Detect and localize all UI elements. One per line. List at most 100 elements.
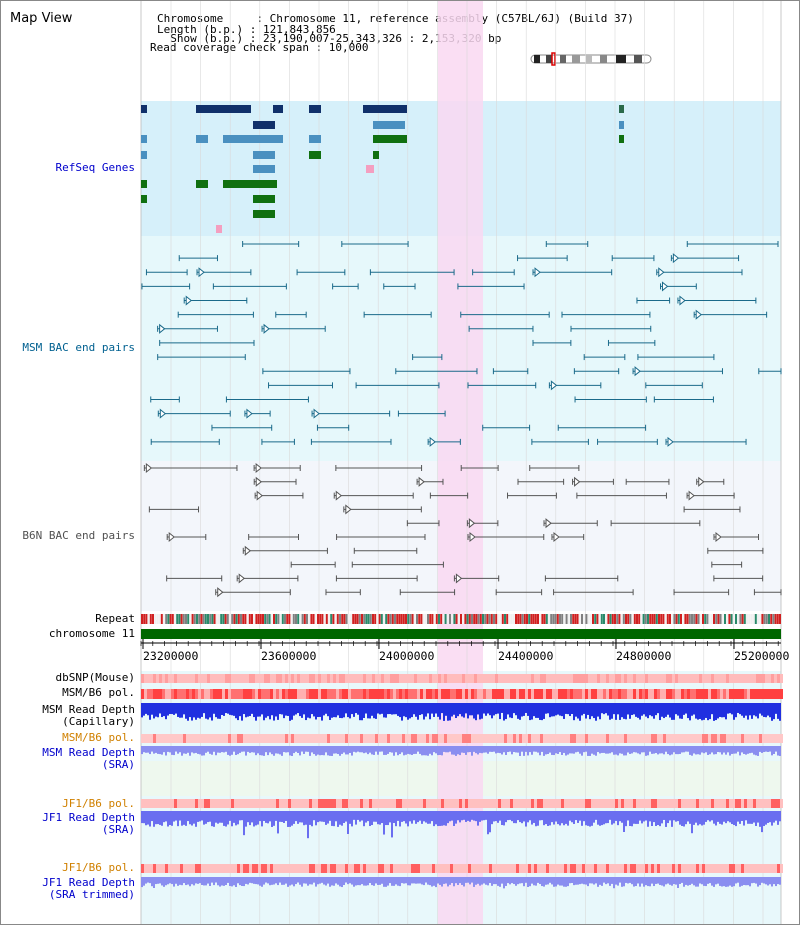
- read-depth-bar: [527, 703, 529, 716]
- heat-cell: [306, 689, 309, 699]
- read-depth-bar: [311, 703, 313, 715]
- read-depth-bar: [657, 746, 659, 755]
- heat-cell: [471, 864, 474, 873]
- read-depth-bar: [237, 703, 239, 721]
- read-depth-bar: [283, 703, 285, 719]
- heat-cell: [630, 674, 633, 683]
- heat-cell: [645, 799, 648, 808]
- heat-cell: [171, 674, 174, 683]
- read-depth-bar: [271, 877, 273, 885]
- read-depth-bar: [527, 877, 529, 887]
- read-depth-bar: [369, 877, 371, 884]
- read-depth-bar: [479, 703, 481, 720]
- read-depth-bar: [181, 877, 183, 886]
- read-depth-bar: [763, 811, 765, 827]
- heat-cell: [393, 689, 396, 699]
- read-depth-bar: [643, 877, 645, 887]
- heat-cell: [432, 689, 435, 699]
- read-depth-bar: [291, 746, 293, 756]
- read-depth-bar: [489, 703, 491, 716]
- repeat-mark: [383, 614, 385, 624]
- heat-cell: [549, 864, 552, 873]
- label-b6n-bac-end-pairs[interactable]: B6N BAC end pairs: [22, 529, 135, 542]
- read-depth-bar: [769, 703, 771, 718]
- heat-cell: [600, 674, 603, 683]
- read-depth-bar: [687, 703, 689, 719]
- read-depth-bar: [265, 703, 267, 718]
- heat-cell: [153, 799, 156, 808]
- heat-cell: [690, 864, 693, 873]
- heat-cell: [435, 799, 438, 808]
- axis-tick-label: 24800000: [616, 649, 672, 663]
- heat-cell: [654, 674, 657, 683]
- heat-cell: [762, 799, 765, 808]
- read-depth-bar: [655, 703, 657, 716]
- read-depth-bar: [771, 746, 773, 756]
- heat-cell: [555, 799, 558, 808]
- heat-cell: [684, 689, 687, 699]
- read-depth-bar: [393, 703, 395, 715]
- heat-cell: [192, 799, 195, 808]
- heat-cell: [636, 674, 639, 683]
- read-depth-bar: [525, 703, 527, 713]
- heat-cell: [237, 689, 240, 699]
- heat-cell: [669, 734, 672, 743]
- heat-cell: [405, 734, 408, 743]
- label-refseq-genes[interactable]: RefSeq Genes: [55, 161, 135, 174]
- read-depth-bar: [615, 877, 617, 885]
- read-depth-bar: [651, 877, 653, 884]
- heat-cell: [387, 864, 390, 873]
- repeat-mark: [642, 614, 645, 624]
- heat-cell: [468, 689, 471, 699]
- heat-cell: [366, 674, 369, 683]
- heat-cell: [615, 799, 618, 808]
- read-depth-bar: [757, 703, 759, 719]
- read-depth-bar: [475, 877, 477, 885]
- chromosome-ideogram[interactable]: [530, 52, 654, 66]
- heat-cell: [315, 734, 318, 743]
- read-depth-bar: [535, 746, 537, 752]
- label-repeat: Repeat: [95, 612, 135, 625]
- heat-cell: [462, 799, 465, 808]
- read-depth-bar: [321, 811, 323, 822]
- heat-cell: [243, 689, 246, 699]
- read-depth-bar: [643, 703, 645, 715]
- read-depth-bar: [731, 703, 733, 715]
- read-depth-bar: [285, 877, 287, 884]
- read-depth-bar: [169, 703, 171, 714]
- repeat-mark: [336, 614, 339, 624]
- heat-cell: [570, 799, 573, 808]
- label-msm-bac-end-pairs[interactable]: MSM BAC end pairs: [22, 341, 135, 354]
- read-depth-bar: [639, 703, 641, 720]
- read-depth-bar: [203, 703, 205, 714]
- read-depth-bar: [421, 746, 423, 756]
- heat-cell: [471, 734, 474, 743]
- read-depth-bar: [241, 877, 243, 886]
- heat-cell: [501, 674, 504, 683]
- bac-end-arrow: [661, 281, 669, 292]
- heat-cell: [606, 799, 609, 808]
- read-depth-bar: [503, 877, 505, 889]
- read-depth-bar: [509, 746, 511, 752]
- repeat-mark: [165, 614, 168, 624]
- heat-cell: [726, 799, 729, 808]
- heat-cell: [309, 799, 312, 808]
- heat-cell: [315, 674, 318, 683]
- heat-cell: [639, 799, 642, 808]
- read-depth-bar: [583, 811, 585, 822]
- read-depth-bar: [757, 811, 759, 823]
- read-depth-bar: [253, 746, 255, 753]
- read-depth-bar: [325, 877, 327, 886]
- heat-cell: [654, 864, 657, 873]
- read-depth-bar: [203, 877, 205, 886]
- heat-cell: [609, 674, 612, 683]
- heat-cell: [612, 734, 615, 743]
- read-depth-bar: [335, 746, 337, 754]
- heat-cell: [360, 734, 363, 743]
- heat-cell: [447, 799, 450, 808]
- heat-cell: [150, 689, 153, 699]
- heat-cell: [312, 734, 315, 743]
- heat-cell: [768, 734, 771, 743]
- read-depth-bar: [721, 746, 723, 755]
